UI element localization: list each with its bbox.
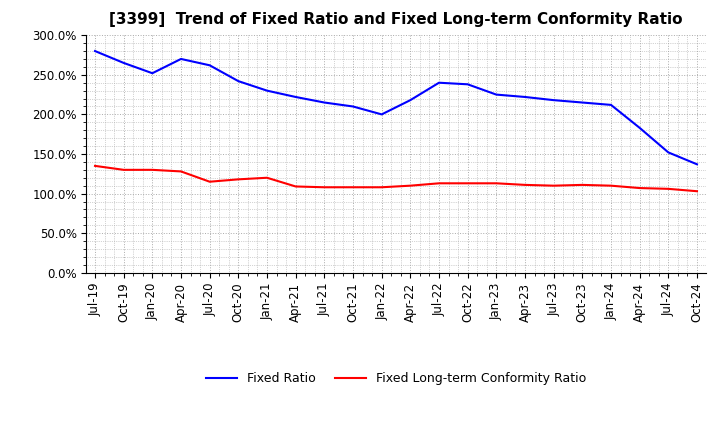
Fixed Long-term Conformity Ratio	[635, 185, 644, 191]
Fixed Long-term Conformity Ratio	[91, 163, 99, 169]
Fixed Long-term Conformity Ratio	[320, 185, 328, 190]
Fixed Ratio	[263, 88, 271, 93]
Fixed Ratio	[635, 125, 644, 131]
Fixed Long-term Conformity Ratio	[406, 183, 415, 188]
Fixed Long-term Conformity Ratio	[492, 181, 500, 186]
Fixed Long-term Conformity Ratio	[176, 169, 185, 174]
Fixed Long-term Conformity Ratio	[205, 179, 214, 184]
Fixed Ratio	[176, 56, 185, 62]
Fixed Ratio	[492, 92, 500, 97]
Fixed Ratio	[664, 150, 672, 155]
Fixed Ratio	[693, 161, 701, 167]
Fixed Long-term Conformity Ratio	[148, 167, 157, 172]
Fixed Long-term Conformity Ratio	[234, 177, 243, 182]
Fixed Long-term Conformity Ratio	[664, 186, 672, 191]
Fixed Ratio	[148, 70, 157, 76]
Fixed Long-term Conformity Ratio	[348, 185, 357, 190]
Fixed Ratio	[435, 80, 444, 85]
Fixed Long-term Conformity Ratio	[292, 184, 300, 189]
Fixed Long-term Conformity Ratio	[693, 189, 701, 194]
Fixed Long-term Conformity Ratio	[377, 185, 386, 190]
Fixed Ratio	[120, 60, 128, 66]
Fixed Ratio	[320, 100, 328, 105]
Fixed Long-term Conformity Ratio	[549, 183, 558, 188]
Fixed Ratio	[377, 112, 386, 117]
Fixed Long-term Conformity Ratio	[435, 181, 444, 186]
Line: Fixed Ratio: Fixed Ratio	[95, 51, 697, 164]
Legend: Fixed Ratio, Fixed Long-term Conformity Ratio: Fixed Ratio, Fixed Long-term Conformity …	[201, 367, 591, 390]
Fixed Ratio	[91, 48, 99, 54]
Fixed Long-term Conformity Ratio	[120, 167, 128, 172]
Title: [3399]  Trend of Fixed Ratio and Fixed Long-term Conformity Ratio: [3399] Trend of Fixed Ratio and Fixed Lo…	[109, 12, 683, 27]
Fixed Ratio	[234, 78, 243, 84]
Fixed Ratio	[205, 62, 214, 68]
Fixed Ratio	[578, 100, 587, 105]
Fixed Ratio	[521, 94, 529, 99]
Fixed Ratio	[406, 98, 415, 103]
Fixed Long-term Conformity Ratio	[464, 181, 472, 186]
Fixed Ratio	[348, 104, 357, 109]
Fixed Long-term Conformity Ratio	[578, 182, 587, 187]
Fixed Long-term Conformity Ratio	[607, 183, 616, 188]
Fixed Long-term Conformity Ratio	[263, 175, 271, 180]
Line: Fixed Long-term Conformity Ratio: Fixed Long-term Conformity Ratio	[95, 166, 697, 191]
Fixed Ratio	[292, 94, 300, 99]
Fixed Ratio	[607, 102, 616, 107]
Fixed Ratio	[464, 82, 472, 87]
Fixed Ratio	[549, 98, 558, 103]
Fixed Long-term Conformity Ratio	[521, 182, 529, 187]
